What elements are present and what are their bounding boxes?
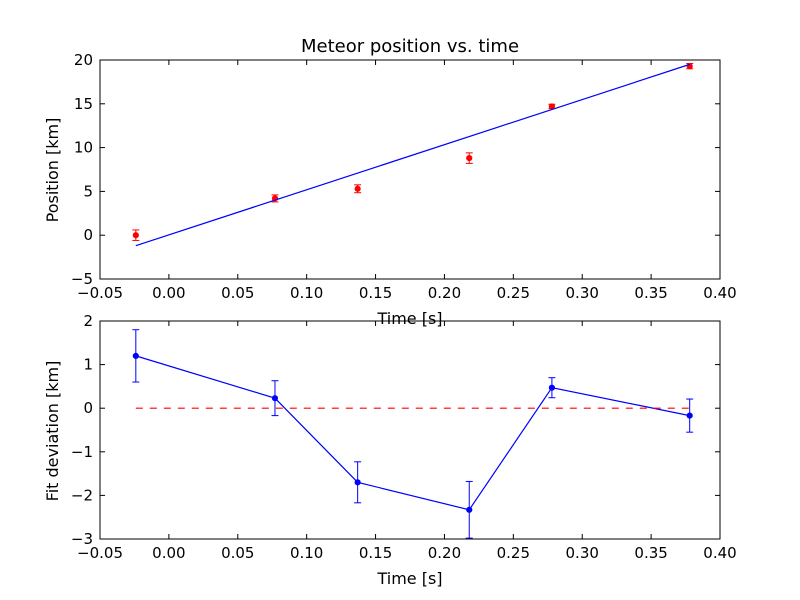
fit-line (135, 63, 690, 247)
x-axis-label: Time [s] (376, 309, 442, 328)
data-point (354, 185, 361, 192)
x-tick-label: 0.35 (634, 544, 667, 562)
x-tick-label: −0.05 (77, 544, 123, 562)
y-tick-label: −5 (71, 270, 93, 288)
data-point (548, 384, 556, 391)
data-point (686, 412, 693, 419)
x-tick-label: 0.35 (634, 284, 667, 302)
x-tick-label: 0.10 (290, 284, 323, 302)
y-tick-label: −3 (71, 530, 93, 548)
data-point (466, 506, 473, 513)
chart-title: Meteor position vs. time (301, 36, 519, 57)
x-tick-label: 0.30 (566, 544, 599, 562)
y-axis-label: Fit deviation [km] (43, 361, 62, 502)
data-point (132, 352, 139, 359)
y-tick-label: 5 (83, 182, 93, 200)
plot-area: −0.05 0.00 0.05 0.10 0.15 0.20 0.25 0.30 0.35 0.4… (71, 51, 737, 302)
y-tick-label: 0 (83, 226, 93, 244)
y-tick-label: 10 (74, 139, 93, 157)
y-tick-label: 20 (74, 51, 93, 69)
y-axis-label: Position [km] (43, 118, 62, 223)
axes-frame (99, 59, 721, 280)
x-tick-label: 0.25 (497, 284, 530, 302)
data-point (132, 232, 139, 239)
y-tick-label: −1 (71, 443, 93, 461)
x-tick-label: −0.05 (77, 284, 123, 302)
x-tick-label: 0.00 (152, 284, 185, 302)
data-point (354, 479, 361, 486)
x-tick-label: 0.15 (359, 544, 392, 562)
x-axis-label: Time [s] (376, 569, 442, 588)
x-tick-label: 0.25 (497, 544, 530, 562)
x-tick-label: 0.00 (152, 544, 185, 562)
series-line (135, 355, 690, 511)
x-tick-label: 0.30 (566, 284, 599, 302)
y-tick-label: 0 (83, 399, 93, 417)
x-tick-label: 0.40 (703, 544, 736, 562)
position-panel: Meteor position vs. time Time [s] Positi… (43, 36, 737, 328)
plot-area: −0.05 0.00 0.05 0.10 0.15 0.20 0.25 0.30 0.35 0.4… (71, 312, 737, 562)
data-point (686, 63, 693, 70)
x-tick-label: 0.15 (359, 284, 392, 302)
data-point (271, 395, 279, 402)
x-tick-label: 0.20 (428, 544, 461, 562)
data-point (466, 155, 473, 162)
y-tick-label: 15 (74, 95, 93, 113)
y-tick-label: 1 (83, 356, 93, 374)
x-tick-label: 0.05 (221, 284, 254, 302)
x-tick-label: 0.20 (428, 284, 461, 302)
axes-frame (99, 320, 721, 540)
x-tick-label: 0.10 (290, 544, 323, 562)
y-tick-label: 2 (83, 312, 93, 330)
y-tick-label: −2 (71, 486, 93, 504)
x-tick-label: 0.40 (703, 284, 736, 302)
data-point (548, 103, 556, 110)
x-tick-label: 0.05 (221, 544, 254, 562)
deviation-panel: Time [s] Fit deviation [km] −0.05 0.00 0.0… (43, 312, 737, 588)
